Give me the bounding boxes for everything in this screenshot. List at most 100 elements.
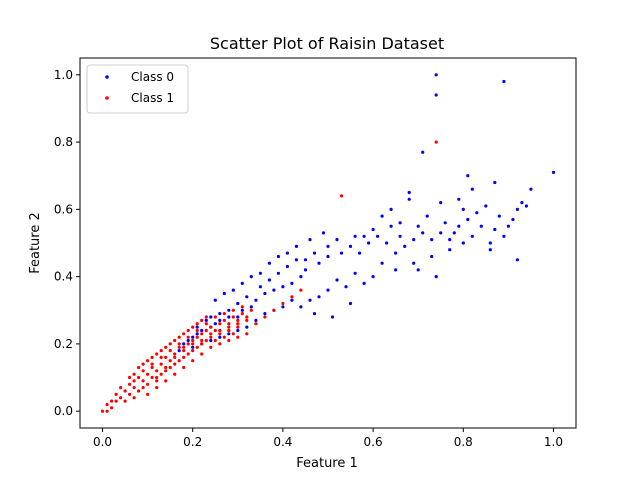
data-point <box>182 349 186 353</box>
data-point <box>200 352 204 356</box>
data-point <box>294 244 298 248</box>
data-point <box>254 318 258 322</box>
data-point <box>227 328 231 333</box>
data-point <box>520 201 524 205</box>
data-point <box>294 258 298 262</box>
data-point <box>141 362 145 366</box>
x-tick-label: 1.0 <box>544 435 563 449</box>
legend-marker <box>105 96 109 100</box>
x-tick-label: 0.0 <box>93 435 112 449</box>
data-point <box>141 369 145 373</box>
data-point <box>385 241 389 245</box>
data-point <box>164 345 168 349</box>
legend-box <box>86 64 189 114</box>
data-point <box>466 217 470 222</box>
data-point <box>502 79 506 84</box>
data-point <box>254 322 258 326</box>
legend-marker <box>105 75 109 79</box>
data-point <box>132 379 136 383</box>
data-point <box>213 315 217 319</box>
legend-label: Class 1 <box>131 91 174 105</box>
data-point <box>236 325 240 329</box>
data-point <box>312 312 317 316</box>
x-tick-label: 0.4 <box>273 435 292 449</box>
data-point <box>479 224 483 228</box>
data-point <box>200 342 204 346</box>
data-point <box>236 315 240 319</box>
data-point <box>200 332 204 336</box>
data-point <box>394 268 398 272</box>
data-point <box>182 365 186 370</box>
data-point <box>186 342 190 346</box>
data-point <box>263 315 267 319</box>
data-point <box>168 349 172 353</box>
data-point <box>475 211 479 215</box>
data-point <box>484 204 488 208</box>
data-point <box>240 312 244 316</box>
y-tick-label: 0.2 <box>54 337 73 351</box>
data-point <box>164 379 168 383</box>
data-point <box>290 298 294 302</box>
data-point <box>204 338 208 343</box>
data-point <box>177 345 181 349</box>
data-point <box>173 355 177 359</box>
data-point <box>195 328 199 333</box>
data-point <box>186 338 190 343</box>
data-point <box>240 308 244 312</box>
data-point <box>204 318 208 322</box>
data-point <box>213 298 217 302</box>
data-point <box>267 261 271 265</box>
data-point <box>150 365 154 370</box>
data-point <box>245 332 249 336</box>
data-point <box>281 305 285 309</box>
data-point <box>100 409 105 413</box>
data-point <box>164 369 168 373</box>
data-point <box>114 392 118 396</box>
data-point <box>213 328 217 333</box>
series-class-0 <box>177 73 556 353</box>
data-point <box>362 234 366 238</box>
data-point <box>412 261 416 265</box>
data-point <box>191 349 195 353</box>
data-point <box>367 241 371 245</box>
data-point <box>344 285 348 289</box>
data-point <box>155 375 159 380</box>
data-point <box>299 305 303 309</box>
data-point <box>276 254 280 259</box>
data-point <box>376 234 380 238</box>
data-point <box>317 261 321 265</box>
data-point <box>195 322 199 326</box>
data-point <box>263 312 267 316</box>
data-point <box>164 365 168 370</box>
data-point <box>204 322 208 326</box>
data-point <box>195 345 199 349</box>
data-point <box>434 140 438 144</box>
data-point <box>159 372 163 376</box>
data-point <box>380 214 384 218</box>
data-point <box>321 231 326 235</box>
data-point <box>457 224 461 228</box>
data-point <box>308 238 312 242</box>
data-point <box>249 275 253 279</box>
data-point <box>353 271 357 275</box>
data-point <box>529 187 533 191</box>
data-point <box>186 352 190 356</box>
data-point <box>236 335 240 339</box>
y-tick-label: 0.0 <box>54 404 73 418</box>
data-point <box>146 372 150 376</box>
data-point <box>398 221 402 225</box>
data-point <box>470 187 474 191</box>
legend: Class 0 Class 1 <box>86 64 189 114</box>
data-point <box>263 291 267 296</box>
data-point <box>448 238 452 242</box>
data-point <box>200 318 204 322</box>
data-point <box>132 386 136 390</box>
data-point <box>218 318 222 322</box>
data-point <box>461 207 465 211</box>
data-point <box>209 335 213 339</box>
data-point <box>421 231 425 235</box>
data-point <box>389 207 393 211</box>
data-point <box>290 281 294 285</box>
data-point <box>128 375 132 380</box>
data-point <box>267 278 271 282</box>
